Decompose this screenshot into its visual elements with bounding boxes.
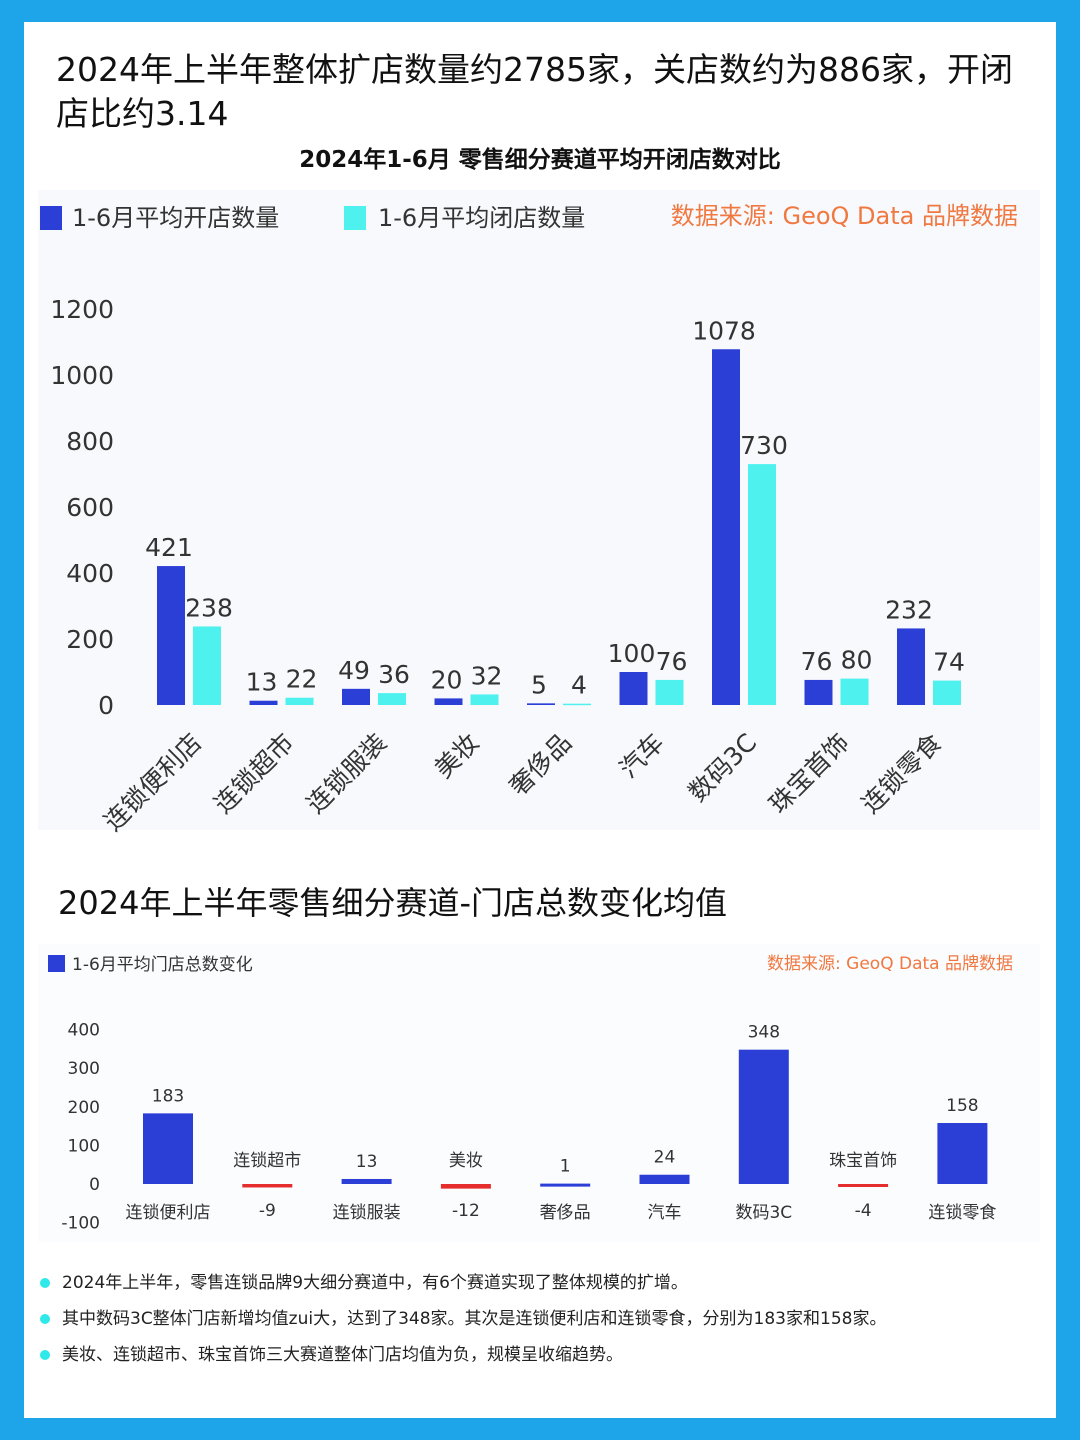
bar-open <box>619 672 648 705</box>
bar-close <box>655 679 684 705</box>
data-label-open: 5 <box>531 670 547 699</box>
data-label-open: 13 <box>246 668 278 697</box>
y-tick-label: 300 <box>68 1059 100 1079</box>
legend-label-open: 1-6月平均开店数量 <box>72 204 279 232</box>
data-source-label: 数据来源: GeoQ Data 品牌数据 <box>671 202 1018 230</box>
data-label-change: -4 <box>855 1201 872 1221</box>
data-label-close: 36 <box>378 660 410 689</box>
bar-close <box>193 626 221 705</box>
data-label-change: 24 <box>654 1148 676 1168</box>
x-tick-label: 连锁零食 <box>928 1203 996 1223</box>
data-label-close: 74 <box>933 648 965 677</box>
x-tick-label: 连锁服装 <box>333 1203 401 1223</box>
bar-change-negative <box>838 1184 889 1187</box>
y-tick-label: 0 <box>98 691 114 720</box>
y-tick-label: -100 <box>61 1214 100 1234</box>
bar-open <box>804 679 833 705</box>
data-source-label: 数据来源: GeoQ Data 品牌数据 <box>767 954 1013 974</box>
y-tick-label: 200 <box>68 1098 100 1118</box>
x-tick-label: 连锁便利店 <box>126 1203 211 1223</box>
data-label-close: 730 <box>740 431 788 460</box>
chart1-background <box>38 190 1040 830</box>
bar-close <box>933 680 961 705</box>
data-label-close: 238 <box>185 593 233 622</box>
bar-open <box>342 688 370 705</box>
data-label-close: 76 <box>656 647 688 676</box>
x-tick-label: 数码3C <box>735 1203 792 1223</box>
data-label-close: 22 <box>286 665 318 694</box>
data-label-change: -12 <box>452 1201 480 1221</box>
bar-open <box>434 698 463 705</box>
y-tick-label: 600 <box>66 493 114 522</box>
data-label-open: 421 <box>145 533 193 562</box>
x-tick-label: 奢侈品 <box>540 1203 591 1223</box>
data-label-change: 1 <box>560 1157 571 1177</box>
notes-list: 2024年上半年，零售连锁品牌9大细分赛道中，有6个赛道实现了整体规模的扩增。 … <box>40 1265 886 1373</box>
bar-close <box>470 694 499 705</box>
bar-change <box>540 1183 591 1187</box>
section2-title: 2024年上半年零售细分赛道-门店总数变化均值 <box>58 884 727 922</box>
store-change-chart: 1-6月平均门店总数变化 数据来源: GeoQ Data 品牌数据 -100 0 100… <box>38 944 1040 1242</box>
y-tick-label: 0 <box>89 1175 100 1195</box>
bar-close <box>748 464 776 705</box>
x-tick-label: 连锁超市 <box>233 1151 301 1171</box>
data-label-change: 348 <box>748 1023 780 1043</box>
note-item: 美妆、连锁超市、珠宝首饰三大赛道整体门店均值为负，规模呈收缩趋势。 <box>40 1337 886 1373</box>
bar-change <box>341 1178 392 1184</box>
y-tick-label: 400 <box>66 559 114 588</box>
data-label-close: 80 <box>841 646 873 675</box>
page-headline: 2024年上半年整体扩店数量约2785家，关店数约为886家，开闭店比约3.14 <box>56 50 1013 133</box>
bar-open <box>527 703 555 705</box>
x-tick-label: 珠宝首饰 <box>829 1151 897 1171</box>
bar-open <box>897 628 925 705</box>
data-label-open: 100 <box>608 639 656 668</box>
note-item: 其中数码3C整体门店新增均值zui大，达到了348家。其次是连锁便利店和连锁零食… <box>40 1301 886 1337</box>
bar-change <box>937 1123 988 1184</box>
chart2-background <box>38 944 1040 1242</box>
bar-change-negative <box>440 1184 491 1189</box>
data-label-close: 4 <box>571 671 587 700</box>
chart1-title: 2024年1-6月 零售细分赛道平均开闭店数对比 <box>299 147 781 173</box>
legend-swatch-change <box>48 955 65 972</box>
x-tick-label: 美妆 <box>449 1151 483 1171</box>
bar-open <box>157 566 185 705</box>
y-tick-label: 1000 <box>50 361 114 390</box>
data-label-open: 76 <box>801 647 833 676</box>
y-tick-label: 800 <box>66 427 114 456</box>
data-label-change: -9 <box>259 1201 276 1221</box>
data-label-change: 13 <box>356 1152 378 1172</box>
bar-open <box>249 700 278 705</box>
y-tick-label: 200 <box>66 625 114 654</box>
bar-close <box>563 703 591 706</box>
open-close-chart: 1-6月平均开店数量 1-6月平均闭店数量 数据来源: GeoQ Data 品牌数据… <box>38 190 1040 837</box>
bar-close <box>840 678 869 705</box>
bar-change <box>143 1113 193 1184</box>
bar-close <box>285 697 314 705</box>
legend-swatch-open <box>40 206 62 230</box>
y-tick-label: 400 <box>68 1021 100 1041</box>
legend-label-close: 1-6月平均闭店数量 <box>378 204 585 232</box>
legend-label-change: 1-6月平均门店总数变化 <box>72 955 253 975</box>
y-tick-label: 1200 <box>50 295 114 324</box>
bar-change <box>738 1049 789 1184</box>
bar-change-negative <box>242 1184 293 1188</box>
data-label-open: 49 <box>338 656 370 685</box>
note-item: 2024年上半年，零售连锁品牌9大细分赛道中，有6个赛道实现了整体规模的扩增。 <box>40 1265 886 1301</box>
bar-close <box>378 693 406 705</box>
data-label-close: 32 <box>471 661 503 690</box>
data-label-open: 232 <box>885 595 933 624</box>
bar-open <box>712 349 740 705</box>
data-label-open: 20 <box>431 665 463 694</box>
data-label-change: 158 <box>946 1096 978 1116</box>
data-label-change: 183 <box>152 1086 184 1106</box>
x-tick-label: 汽车 <box>648 1203 682 1223</box>
data-label-open: 1078 <box>692 316 756 345</box>
y-tick-label: 100 <box>68 1136 100 1156</box>
legend-swatch-close <box>344 206 366 230</box>
bar-change <box>639 1174 690 1184</box>
